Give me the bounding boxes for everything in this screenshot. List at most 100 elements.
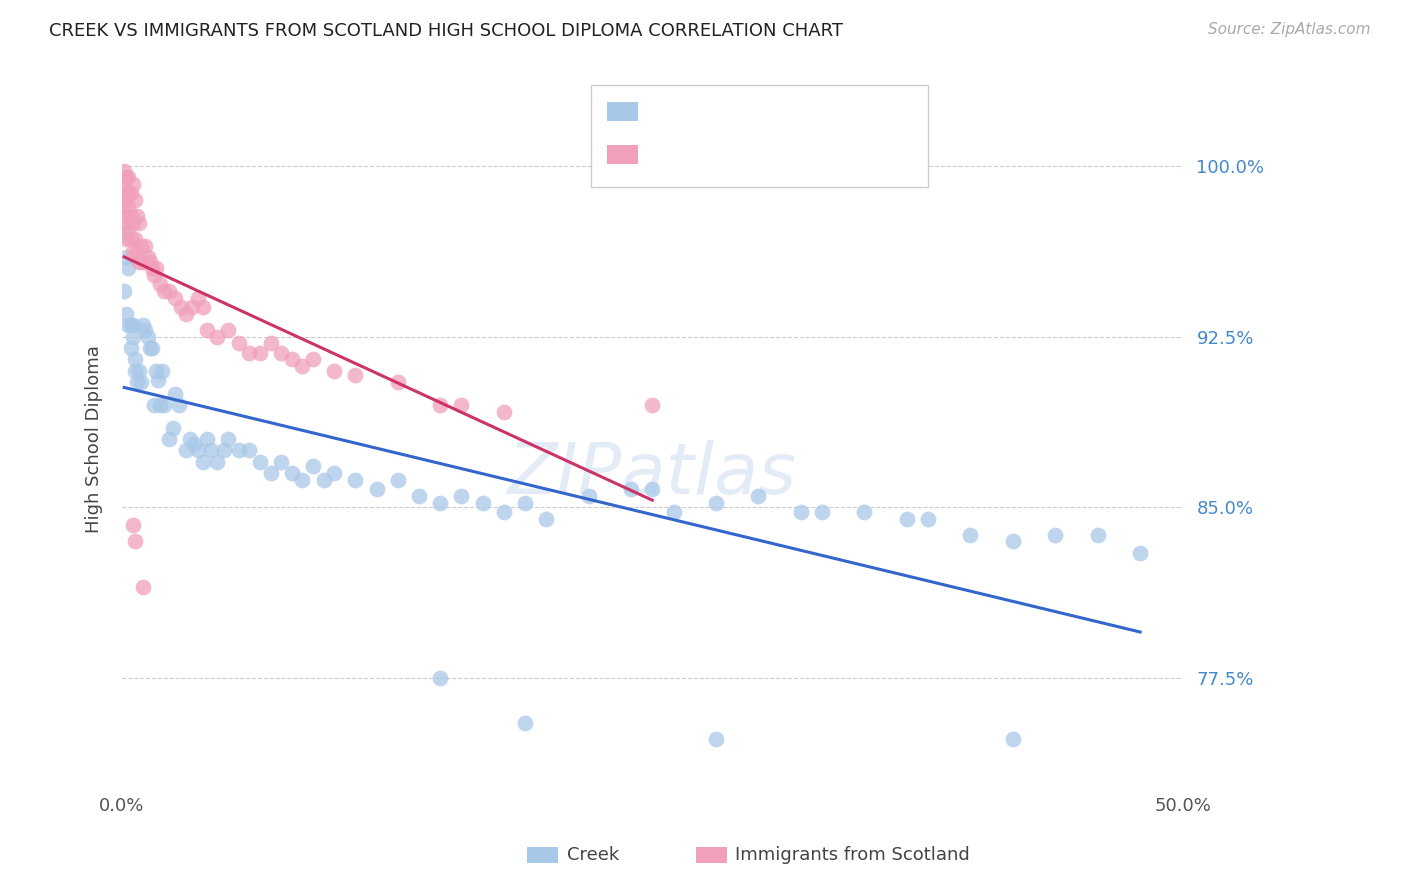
Point — [124, 193, 146, 207]
Point — [302, 352, 325, 367]
Point — [115, 209, 138, 223]
Point — [249, 455, 271, 469]
Point — [513, 496, 536, 510]
Point — [146, 373, 169, 387]
Text: N = 63: N = 63 — [839, 145, 907, 163]
Point — [344, 368, 367, 383]
Point — [142, 268, 165, 283]
Point — [138, 341, 160, 355]
Point — [429, 496, 451, 510]
Point — [1045, 527, 1067, 541]
Point — [138, 254, 160, 268]
Point — [149, 398, 172, 412]
Point — [853, 505, 876, 519]
Point — [917, 511, 939, 525]
Point — [291, 359, 314, 374]
Point — [121, 518, 143, 533]
Point — [270, 345, 292, 359]
Point — [323, 364, 346, 378]
Point — [228, 336, 250, 351]
Point — [387, 473, 409, 487]
Point — [187, 443, 209, 458]
Point — [641, 482, 664, 496]
Point — [157, 432, 180, 446]
Point — [323, 466, 346, 480]
Point — [191, 455, 214, 469]
Point — [124, 364, 146, 378]
Point — [959, 527, 981, 541]
Point — [191, 300, 214, 314]
Point — [153, 284, 176, 298]
Text: R =  0.365: R = 0.365 — [664, 145, 759, 163]
Point — [115, 232, 138, 246]
Point — [280, 352, 302, 367]
Point — [129, 375, 152, 389]
Point — [747, 489, 769, 503]
Text: CREEK VS IMMIGRANTS FROM SCOTLAND HIGH SCHOOL DIPLOMA CORRELATION CHART: CREEK VS IMMIGRANTS FROM SCOTLAND HIGH S… — [49, 22, 844, 40]
Text: Creek: Creek — [567, 846, 619, 863]
Point — [115, 250, 138, 264]
Point — [157, 284, 180, 298]
Point — [291, 473, 314, 487]
Point — [121, 245, 143, 260]
Point — [117, 200, 139, 214]
Text: R = -0.349: R = -0.349 — [664, 103, 761, 120]
Point — [620, 482, 643, 496]
Point — [117, 186, 139, 201]
Point — [174, 443, 197, 458]
Point — [149, 277, 172, 292]
Point — [169, 398, 191, 412]
Point — [790, 505, 813, 519]
Point — [117, 223, 139, 237]
Point — [121, 318, 143, 333]
Point — [1129, 546, 1152, 560]
Point — [132, 254, 155, 268]
Text: ZIPatlas: ZIPatlas — [508, 440, 797, 508]
Point — [117, 261, 139, 276]
Point — [128, 216, 150, 230]
Point — [112, 163, 135, 178]
Point — [115, 170, 138, 185]
Point — [120, 341, 142, 355]
Point — [249, 345, 271, 359]
Point — [124, 232, 146, 246]
Point — [134, 323, 156, 337]
Point — [387, 375, 409, 389]
Point — [150, 364, 173, 378]
Point — [125, 209, 148, 223]
Point — [181, 300, 204, 314]
Point — [429, 671, 451, 685]
Point — [153, 398, 176, 412]
Point — [344, 473, 367, 487]
Point — [121, 329, 143, 343]
Point — [195, 323, 218, 337]
Point — [179, 432, 201, 446]
Point — [187, 291, 209, 305]
Point — [145, 364, 167, 378]
Point — [112, 200, 135, 214]
Text: Immigrants from Scotland: Immigrants from Scotland — [735, 846, 970, 863]
Point — [259, 466, 281, 480]
Point — [141, 341, 163, 355]
Point — [165, 291, 187, 305]
Point — [366, 482, 388, 496]
Text: N = 80: N = 80 — [839, 103, 907, 120]
Point — [212, 443, 235, 458]
Point — [280, 466, 302, 480]
Point — [578, 489, 600, 503]
Point — [312, 473, 335, 487]
Point — [200, 443, 222, 458]
Point — [112, 227, 135, 242]
Point — [142, 398, 165, 412]
Point — [120, 318, 142, 333]
Point — [662, 505, 685, 519]
Point — [270, 455, 292, 469]
Point — [121, 216, 143, 230]
Point — [112, 284, 135, 298]
Point — [112, 216, 135, 230]
Point — [134, 238, 156, 252]
Point — [195, 432, 218, 446]
Point — [141, 261, 163, 276]
Point — [492, 505, 515, 519]
Point — [450, 398, 472, 412]
